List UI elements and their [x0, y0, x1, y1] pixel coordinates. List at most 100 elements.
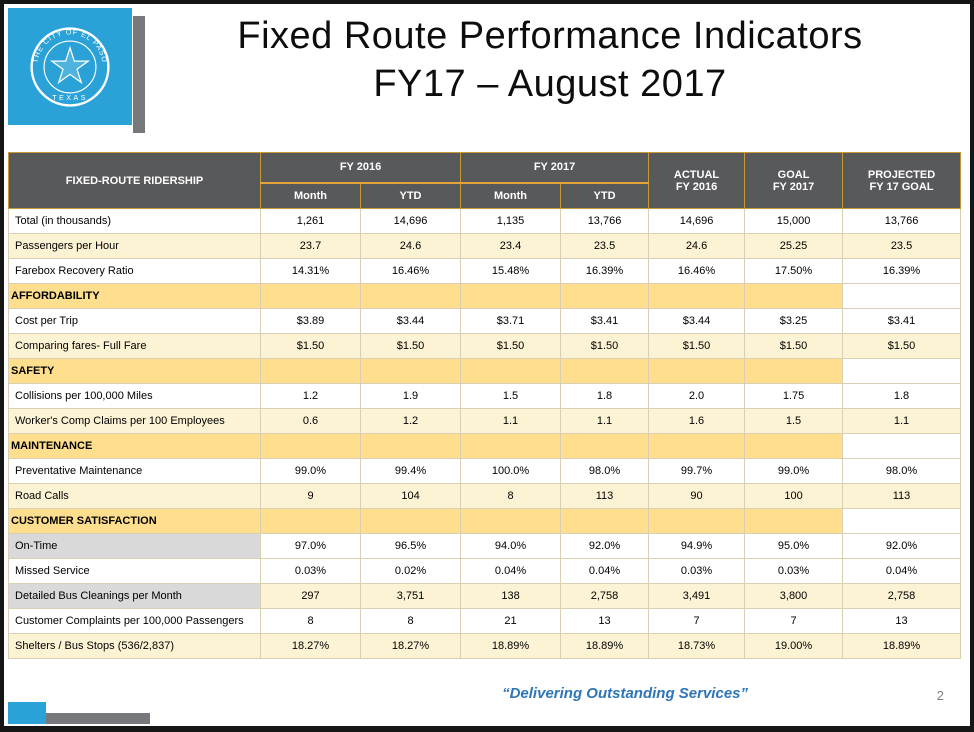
- value-cell: 18.27%: [260, 633, 361, 659]
- value-cell: 14,696: [648, 208, 746, 234]
- section-cell: [460, 433, 562, 459]
- row-label: Worker's Comp Claims per 100 Employees: [8, 408, 261, 434]
- value-cell: 15.48%: [460, 258, 562, 284]
- section-cell: [648, 508, 746, 534]
- value-cell: 8: [359, 608, 462, 634]
- section-cell: [842, 433, 962, 459]
- value-cell: 2,758: [560, 583, 650, 609]
- section-label: SAFETY: [8, 358, 261, 384]
- value-cell: 138: [460, 583, 562, 609]
- section-cell: [460, 508, 562, 534]
- section-cell: [744, 508, 844, 534]
- section-cell: [648, 283, 746, 309]
- value-cell: 18.27%: [359, 633, 462, 659]
- section-label: CUSTOMER SATISFACTION: [8, 508, 261, 534]
- section-row: SAFETY: [8, 358, 962, 384]
- value-cell: 13: [842, 608, 962, 634]
- section-cell: [560, 508, 650, 534]
- section-cell: [842, 508, 962, 534]
- section-cell: [359, 508, 462, 534]
- slide-title: Fixed Route Performance Indicators FY17 …: [144, 12, 956, 108]
- section-cell: [560, 283, 650, 309]
- section-cell: [359, 283, 462, 309]
- value-cell: 14.31%: [260, 258, 361, 284]
- value-cell: $1.50: [744, 333, 844, 359]
- row-label: Comparing fares- Full Fare: [8, 333, 261, 359]
- section-label: MAINTENANCE: [8, 433, 261, 459]
- row-label: Customer Complaints per 100,000 Passenge…: [8, 608, 261, 634]
- column-header: PROJECTED FY 17 GOAL: [842, 152, 962, 209]
- value-cell: 97.0%: [260, 533, 361, 559]
- value-cell: 100: [744, 483, 844, 509]
- table-row: Preventative Maintenance 99.0% 99.4% 100.0%…: [8, 458, 962, 484]
- bottom-left-gray-decoration: [46, 713, 150, 724]
- value-cell: 23.5: [560, 233, 650, 259]
- row-label: Collisions per 100,000 Miles: [8, 383, 261, 409]
- value-cell: 14,696: [359, 208, 462, 234]
- value-cell: 7: [648, 608, 746, 634]
- section-cell: [260, 358, 361, 384]
- value-cell: 1.8: [842, 383, 962, 409]
- value-cell: 1,135: [460, 208, 562, 234]
- value-cell: 0.04%: [842, 558, 962, 584]
- table-row: Missed Service 0.03% 0.02% 0.04% 0.04% 0.03% 0…: [8, 558, 962, 584]
- value-cell: 99.0%: [260, 458, 361, 484]
- row-label: Road Calls: [8, 483, 261, 509]
- value-cell: 96.5%: [359, 533, 462, 559]
- title-line-1: Fixed Route Performance Indicators: [237, 15, 863, 57]
- section-cell: [560, 358, 650, 384]
- table-row: Detailed Bus Cleanings per Month 297 3,751…: [8, 583, 962, 609]
- performance-table: FIXED-ROUTE RIDERSHIP FY 2016 FY 2017 ACTUA…: [8, 152, 962, 659]
- value-cell: $3.89: [260, 308, 361, 334]
- value-cell: 16.39%: [842, 258, 962, 284]
- value-cell: 24.6: [648, 233, 746, 259]
- table-row: Farebox Recovery Ratio 14.31% 16.46% 15.48%…: [8, 258, 962, 284]
- value-cell: 1.2: [260, 383, 361, 409]
- column-subheader: Month: [260, 182, 361, 209]
- value-cell: 99.4%: [359, 458, 462, 484]
- value-cell: $3.25: [744, 308, 844, 334]
- value-cell: $1.50: [260, 333, 361, 359]
- slide: THE CITY OF EL PASO TEXAS Fixed Route Pe…: [4, 4, 970, 726]
- city-seal-icon: THE CITY OF EL PASO TEXAS: [30, 27, 110, 107]
- value-cell: 23.4: [460, 233, 562, 259]
- section-cell: [842, 283, 962, 309]
- value-cell: 0.03%: [260, 558, 361, 584]
- value-cell: 113: [842, 483, 962, 509]
- value-cell: 104: [359, 483, 462, 509]
- table-row: Customer Complaints per 100,000 Passenge…: [8, 608, 962, 634]
- value-cell: 1.8: [560, 383, 650, 409]
- row-label: Cost per Trip: [8, 308, 261, 334]
- value-cell: 99.0%: [744, 458, 844, 484]
- value-cell: 16.39%: [560, 258, 650, 284]
- value-cell: 1,261: [260, 208, 361, 234]
- value-cell: 18.73%: [648, 633, 746, 659]
- footer-quote: “Delivering Outstanding Services”: [502, 685, 748, 702]
- value-cell: 1.2: [359, 408, 462, 434]
- table-body: Total (in thousands) 1,261 14,696 1,135 13,7…: [8, 208, 962, 659]
- section-cell: [744, 283, 844, 309]
- value-cell: 0.03%: [648, 558, 746, 584]
- value-cell: 94.0%: [460, 533, 562, 559]
- value-cell: 21: [460, 608, 562, 634]
- row-label: Total (in thousands): [8, 208, 261, 234]
- value-cell: 98.0%: [560, 458, 650, 484]
- section-cell: [744, 358, 844, 384]
- value-cell: $3.44: [359, 308, 462, 334]
- column-subheader: YTD: [560, 182, 650, 209]
- section-cell: [359, 433, 462, 459]
- value-cell: $1.50: [460, 333, 562, 359]
- value-cell: 297: [260, 583, 361, 609]
- value-cell: 23.7: [260, 233, 361, 259]
- column-header: ACTUAL FY 2016: [648, 152, 746, 209]
- value-cell: 98.0%: [842, 458, 962, 484]
- value-cell: 0.04%: [460, 558, 562, 584]
- section-row: CUSTOMER SATISFACTION: [8, 508, 962, 534]
- column-group-header: FY 2016: [259, 152, 462, 184]
- section-label: AFFORDABILITY: [8, 283, 261, 309]
- table-row: Total (in thousands) 1,261 14,696 1,135 13,7…: [8, 208, 962, 234]
- value-cell: 1.5: [744, 408, 844, 434]
- section-cell: [260, 508, 361, 534]
- column-header: GOAL FY 2017: [744, 152, 844, 209]
- row-label: Preventative Maintenance: [8, 458, 261, 484]
